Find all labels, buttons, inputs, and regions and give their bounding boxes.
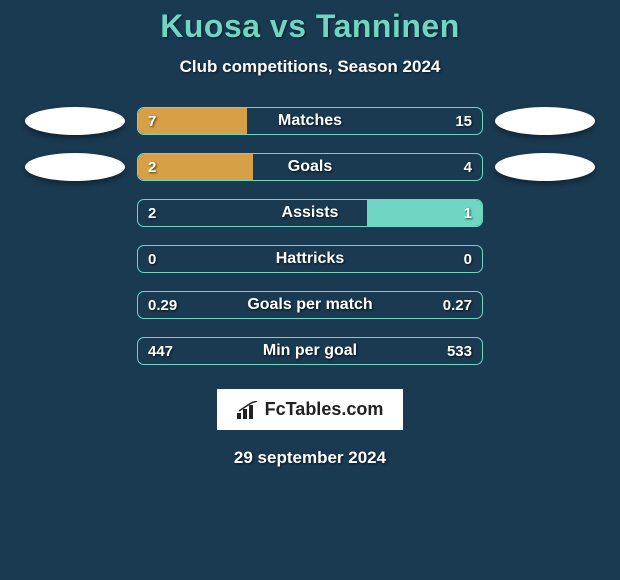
stat-row: 0.29Goals per match0.27 <box>0 291 620 319</box>
subtitle: Club competitions, Season 2024 <box>0 57 620 77</box>
value-right: 533 <box>447 338 472 364</box>
value-right: 15 <box>455 108 472 134</box>
stat-row: 7Matches15 <box>0 107 620 135</box>
stat-label: Assists <box>138 200 482 226</box>
stat-bar: 0Hattricks0 <box>137 245 483 273</box>
player-marker-left <box>25 153 125 181</box>
stat-row: 447Min per goal533 <box>0 337 620 365</box>
stat-bar: 2Assists1 <box>137 199 483 227</box>
logo-text: FcTables.com <box>265 399 384 420</box>
value-right: 4 <box>464 154 472 180</box>
stats-list: 7Matches15 2Goals4 2Assists1 0Hattricks0 0.2… <box>0 107 620 365</box>
player-marker-right <box>495 153 595 181</box>
stat-row: 0Hattricks0 <box>0 245 620 273</box>
chart-icon <box>237 401 259 419</box>
stat-bar: 2Goals4 <box>137 153 483 181</box>
player-marker-right <box>495 107 595 135</box>
stat-bar: 7Matches15 <box>137 107 483 135</box>
logo-badge: FcTables.com <box>217 389 404 430</box>
stat-row: 2Assists1 <box>0 199 620 227</box>
value-right: 0.27 <box>443 292 472 318</box>
page-title: Kuosa vs Tanninen <box>0 8 620 45</box>
date-label: 29 september 2024 <box>0 448 620 468</box>
stat-label: Goals per match <box>138 292 482 318</box>
value-right: 0 <box>464 246 472 272</box>
stat-label: Matches <box>138 108 482 134</box>
stat-bar: 0.29Goals per match0.27 <box>137 291 483 319</box>
stat-bar: 447Min per goal533 <box>137 337 483 365</box>
value-right: 1 <box>464 200 472 226</box>
stat-label: Goals <box>138 154 482 180</box>
stat-label: Hattricks <box>138 246 482 272</box>
player-marker-left <box>25 107 125 135</box>
infographic: Kuosa vs Tanninen Club competitions, Sea… <box>0 0 620 468</box>
stat-row: 2Goals4 <box>0 153 620 181</box>
stat-label: Min per goal <box>138 338 482 364</box>
